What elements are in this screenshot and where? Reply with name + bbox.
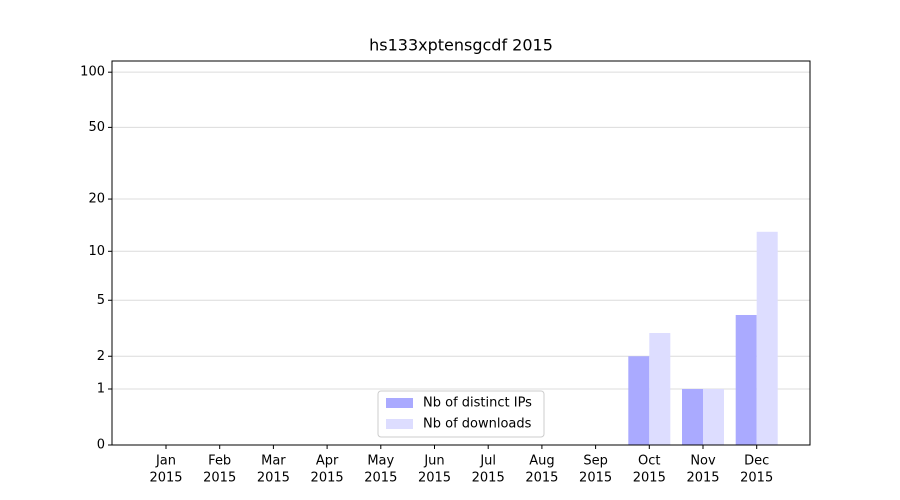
x-tick-label: 2015: [311, 471, 344, 486]
x-tick-label: 2015: [740, 471, 773, 486]
x-tick-label: 2015: [203, 471, 236, 486]
y-tick-label: 0: [97, 438, 105, 453]
x-tick-label: 2015: [579, 471, 612, 486]
x-tick-label: Aug: [529, 454, 554, 469]
x-tick-label: 2015: [525, 471, 558, 486]
bar: [649, 333, 671, 445]
x-tick-label: Sep: [583, 454, 608, 469]
y-tick-label: 2: [97, 349, 105, 364]
x-tick-label: Apr: [316, 454, 339, 469]
legend-label: Nb of downloads: [423, 417, 532, 432]
y-tick-label: 10: [88, 244, 105, 259]
x-tick-label: 2015: [686, 471, 719, 486]
legend: Nb of distinct IPs Nb of downloads: [377, 390, 545, 438]
labels: 0 1 2 5 10 20 50 100 Jan 2015 Feb 2015 Mar 2015 Apr 201…: [80, 65, 773, 486]
y-tick-label: 100: [80, 65, 105, 80]
y-tick-label: 1: [97, 382, 105, 397]
y-tick-label: 5: [97, 293, 105, 308]
axes-frame: [111, 60, 811, 446]
x-tick-label: 2015: [633, 471, 666, 486]
bar: [628, 356, 650, 445]
legend-label: Nb of distinct IPs: [423, 396, 532, 411]
x-tick-label: Jan: [155, 454, 176, 469]
x-tick-label: Feb: [208, 454, 231, 469]
chart-title: hs133xptensgcdf 2015: [369, 36, 553, 55]
bar: [735, 314, 757, 445]
x-tick-label: Oct: [638, 454, 660, 469]
bar: [756, 231, 778, 445]
x-tick-label: Dec: [744, 454, 769, 469]
x-tick-label: Nov: [690, 454, 716, 469]
bars: [628, 231, 778, 445]
x-tick-label: Jul: [479, 454, 496, 469]
bar: [682, 389, 703, 445]
x-tick-label: 2015: [364, 471, 397, 486]
x-tick-label: 2015: [472, 471, 505, 486]
legend-swatch: [386, 398, 413, 408]
x-tick-label: May: [367, 454, 394, 469]
bar: [703, 389, 724, 445]
x-tick-label: 2015: [257, 471, 290, 486]
y-tick-label: 20: [88, 192, 105, 207]
y-tick-label: 50: [88, 120, 105, 135]
x-tick-label: Mar: [261, 454, 286, 469]
x-tick-label: 2015: [149, 471, 182, 486]
legend-swatch: [386, 419, 413, 429]
x-tick-label: 2015: [418, 471, 451, 486]
x-tick-label: Jun: [423, 454, 444, 469]
legend-box: [377, 390, 545, 438]
